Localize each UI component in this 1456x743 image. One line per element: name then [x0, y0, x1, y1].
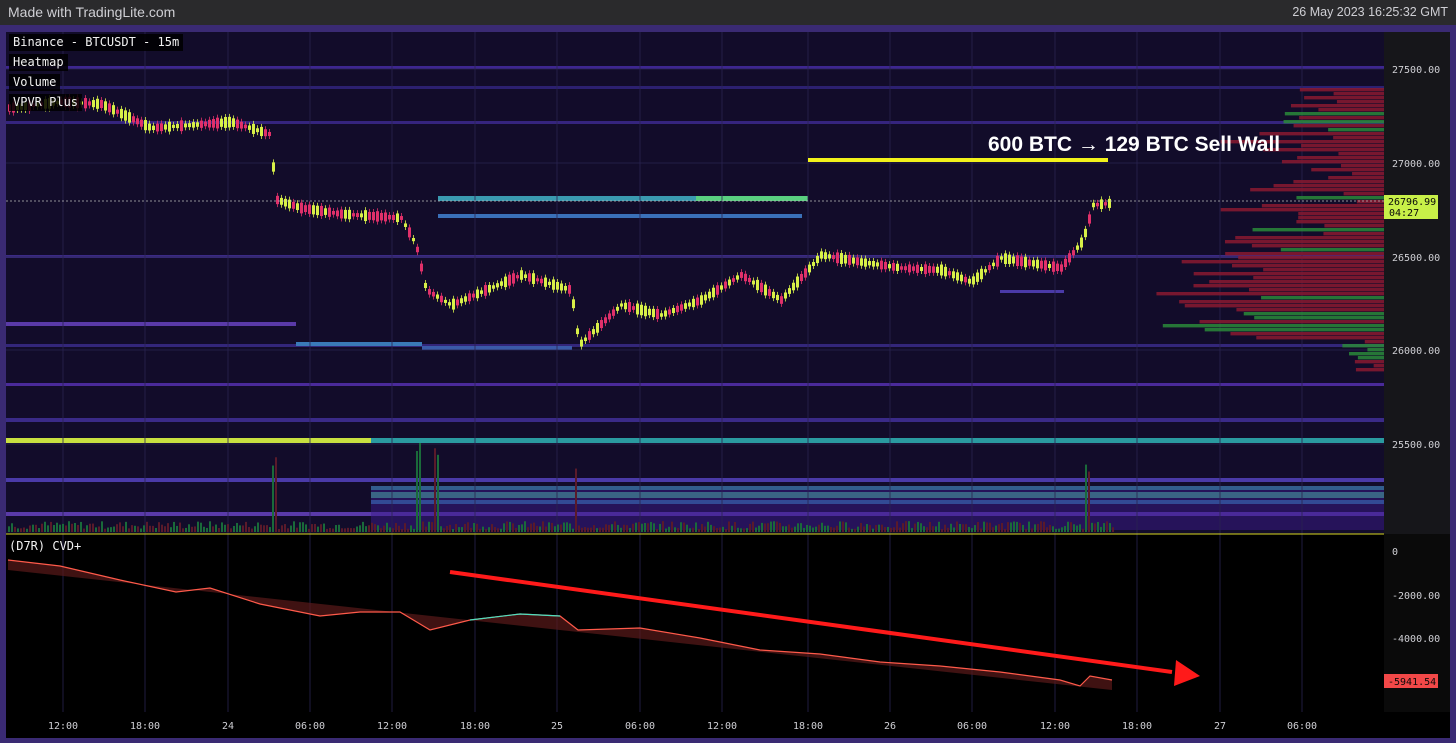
time-tick: 12:00 [1040, 721, 1070, 732]
countdown-label: 04:27 [1389, 208, 1419, 219]
price-axis: 27500.00 27000.00 26500.00 26000.00 2550… [1384, 65, 1440, 451]
price-axis-panel[interactable] [1384, 32, 1450, 534]
price-tick: 27500.00 [1392, 65, 1440, 76]
cvd-tick: -2000.00 [1392, 591, 1440, 602]
cvd-axis: 0 -2000.00 -4000.00 -5941.54 [1384, 547, 1440, 688]
volume-label[interactable]: Volume [9, 74, 61, 91]
candlesticks [8, 94, 1111, 350]
vpvr-profile [1156, 88, 1384, 372]
time-tick: 12:00 [377, 721, 407, 732]
volume-bars [8, 443, 1114, 532]
symbol-label[interactable]: Binance - BTCUSDT - 15m [9, 34, 184, 51]
time-tick: 24 [222, 721, 234, 732]
price-tick: 25500.00 [1392, 440, 1440, 451]
cvd-tick: 0 [1392, 547, 1398, 558]
sell-wall-annotation: 600 BTC → 129 BTC Sell Wall [988, 133, 1281, 156]
cvd-tick: -4000.00 [1392, 634, 1440, 645]
time-tick: 06:00 [1287, 721, 1317, 732]
heatmap-panel[interactable] [6, 32, 1384, 534]
time-tick: 06:00 [625, 721, 655, 732]
time-tick: 06:00 [295, 721, 325, 732]
time-axis: 12:00 18:00 24 06:00 12:00 18:00 25 06:00 12:00 1… [48, 721, 1317, 732]
time-tick: 18:00 [460, 721, 490, 732]
time-tick: 26 [884, 721, 896, 732]
price-tick: 26500.00 [1392, 253, 1440, 264]
time-tick: 18:00 [130, 721, 160, 732]
cvd-value-badge [1384, 674, 1438, 688]
time-tick: 12:00 [48, 721, 78, 732]
time-tick: 18:00 [1122, 721, 1152, 732]
heatmap-label[interactable]: Heatmap [9, 54, 68, 71]
time-tick: 12:00 [707, 721, 737, 732]
grid-lines [6, 32, 1384, 712]
cvd-value-label: -5941.54 [1388, 677, 1436, 688]
top-bar: Made with TradingLite.com 26 May 2023 16… [0, 0, 1456, 25]
cvd-panel[interactable] [6, 534, 1384, 712]
price-tick: 26000.00 [1392, 346, 1440, 357]
time-tick: 27 [1214, 721, 1226, 732]
time-tick: 18:00 [793, 721, 823, 732]
heatmap-bands [6, 66, 1384, 530]
timestamp: 26 May 2023 16:25:32 GMT [1292, 5, 1448, 19]
made-with-text: Made with TradingLite.com [8, 4, 176, 20]
price-tick: 27000.00 [1392, 159, 1440, 170]
cvd-label[interactable]: (D7R) CVD+ [9, 539, 82, 553]
vpvr-label[interactable]: VPVR Plus [9, 94, 83, 111]
time-tick: 25 [551, 721, 563, 732]
current-price-badge [1384, 195, 1438, 219]
time-tick: 06:00 [957, 721, 987, 732]
time-axis-panel[interactable] [6, 712, 1450, 738]
current-price-label: 26796.99 [1388, 197, 1436, 208]
indicator-labels: Binance - BTCUSDT - 15m Heatmap Volume V… [9, 34, 184, 114]
cvd-line [7, 559, 1113, 690]
trend-arrow [449, 570, 1200, 686]
